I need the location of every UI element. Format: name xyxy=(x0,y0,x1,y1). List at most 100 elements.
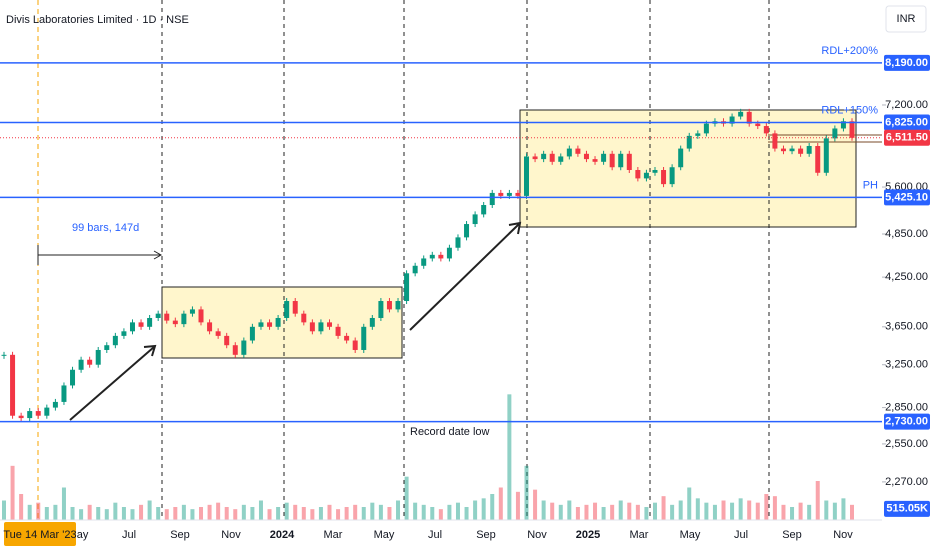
volume-bar xyxy=(404,476,409,520)
candle xyxy=(798,148,804,154)
volume-bar xyxy=(695,498,700,520)
volume-bar xyxy=(755,502,760,520)
candle xyxy=(395,301,401,310)
volume-bar xyxy=(224,507,229,520)
candle xyxy=(404,273,410,302)
volume-bar xyxy=(550,502,555,520)
currency-box[interactable] xyxy=(885,5,927,33)
volume-bar xyxy=(96,507,101,520)
candle xyxy=(138,322,144,327)
candle xyxy=(198,309,204,323)
candle xyxy=(703,123,709,134)
y-tick-label: 2,850.00 xyxy=(885,402,928,414)
volume-bar xyxy=(353,504,358,520)
candle xyxy=(558,156,564,162)
candle xyxy=(481,205,487,215)
candle xyxy=(583,153,589,160)
x-tick-label: 2025 xyxy=(576,529,600,541)
candle xyxy=(292,301,298,314)
volume-bar xyxy=(199,507,204,520)
price-badge-label: 8,190.00 xyxy=(885,57,928,69)
candle xyxy=(207,322,213,332)
volume-bar xyxy=(113,502,118,520)
volume-bar xyxy=(618,500,623,520)
volume-bar xyxy=(53,504,58,520)
y-tick-label: 2,550.00 xyxy=(885,438,928,450)
price-badge-label: 6,511.50 xyxy=(886,132,928,144)
volume-bar xyxy=(584,504,589,520)
candle xyxy=(147,317,153,327)
x-tick-label: 2024 xyxy=(270,529,295,541)
volume-bar xyxy=(635,504,640,520)
volume-bar xyxy=(361,507,366,520)
volume-bar xyxy=(284,502,289,520)
candle xyxy=(823,138,829,173)
currency[interactable]: INR xyxy=(897,13,916,25)
volume-bar xyxy=(764,494,769,520)
volume-bar xyxy=(190,509,195,520)
volume-bar xyxy=(738,498,743,520)
candle xyxy=(626,153,632,170)
volume-bar xyxy=(370,502,375,520)
volume-bar xyxy=(87,504,92,520)
volume-bar xyxy=(207,504,212,520)
volume-bar xyxy=(293,504,298,520)
volume-bar xyxy=(490,494,495,520)
candle xyxy=(10,354,16,416)
volume-bar xyxy=(233,509,238,520)
price-line-name: RDL+200% xyxy=(821,45,878,57)
volume-badge-label: 515.05K xyxy=(886,503,928,515)
candle xyxy=(224,335,230,346)
volume-bar xyxy=(19,494,24,520)
volume-bar xyxy=(772,496,777,520)
candle xyxy=(412,265,418,274)
volume-bar xyxy=(593,502,598,520)
candle xyxy=(352,340,358,350)
candle xyxy=(661,169,667,185)
candle xyxy=(489,192,495,206)
candle xyxy=(472,214,478,225)
volume-bar xyxy=(336,509,341,520)
x-tick-label: Nov xyxy=(833,529,853,541)
volume-bar xyxy=(61,487,66,520)
candle xyxy=(215,331,221,336)
candle xyxy=(78,359,84,370)
volume-bar xyxy=(807,504,812,520)
volume-bar xyxy=(250,507,255,520)
candle xyxy=(541,153,547,160)
candle xyxy=(575,148,581,154)
volume-bar xyxy=(104,509,109,520)
volume-bar xyxy=(610,504,615,520)
volume-bar xyxy=(267,509,272,520)
candle xyxy=(618,153,624,168)
volume-badge xyxy=(884,500,930,517)
volume-bar xyxy=(524,465,529,520)
volume-bar xyxy=(44,507,49,520)
candle xyxy=(729,116,735,124)
arrow-head xyxy=(153,250,163,260)
price-badge xyxy=(884,54,930,71)
candle xyxy=(172,320,178,325)
volume-bar xyxy=(464,507,469,520)
volume-bar xyxy=(687,487,692,520)
candle xyxy=(369,317,375,327)
volume-bar xyxy=(747,500,752,520)
price-badge-label: 5,425.10 xyxy=(885,191,928,203)
candle xyxy=(601,153,607,162)
volume-bar xyxy=(507,394,512,520)
volume-bar xyxy=(790,507,795,520)
candle xyxy=(438,254,444,259)
trend-arrow xyxy=(409,223,520,331)
x-tick-label: Sep xyxy=(476,529,496,541)
candle xyxy=(669,167,675,185)
candle xyxy=(129,322,135,332)
candle xyxy=(421,258,427,266)
x-tick-label: Jul xyxy=(428,529,442,541)
crosshair-date: Tue 14 Mar '23 xyxy=(3,529,76,541)
candle xyxy=(70,369,76,386)
candle xyxy=(686,135,692,149)
volume-bar xyxy=(181,504,186,520)
crosshair-badge xyxy=(4,522,76,546)
volume-bar xyxy=(387,507,392,520)
candle xyxy=(609,153,615,168)
